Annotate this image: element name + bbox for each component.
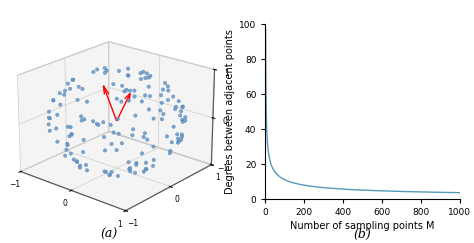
X-axis label: Number of sampling points M: Number of sampling points M (291, 221, 435, 231)
Y-axis label: Degrees between adjacent points: Degrees between adjacent points (225, 29, 235, 194)
Text: (b): (b) (354, 228, 372, 241)
Text: (a): (a) (100, 228, 118, 241)
